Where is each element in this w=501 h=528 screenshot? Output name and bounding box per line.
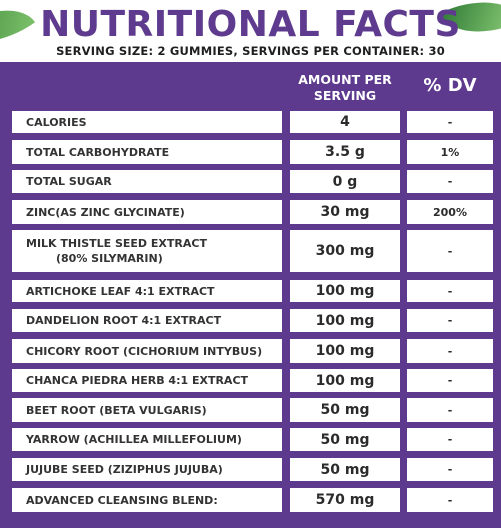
table-row: BEET ROOT (BETA VULGARIS) 50 mg - — [0, 398, 501, 422]
amount-per-serving: 50 mg — [290, 458, 400, 481]
amount-per-serving: 3.5 g — [290, 140, 400, 164]
amount-per-serving: 0 g — [290, 170, 400, 193]
daily-value: - — [407, 280, 493, 302]
amount-per-serving: 100 mg — [290, 309, 400, 332]
nutrient-name: YARROW (ACHILLEA MILLEFOLIUM) — [12, 428, 282, 451]
amount-per-serving: 100 mg — [290, 280, 400, 302]
amount-per-serving-header: AMOUNT PER SERVING — [290, 72, 400, 104]
daily-value: - — [407, 488, 493, 512]
amount-per-serving: 570 mg — [290, 488, 400, 512]
table-row: TOTAL CARBOHYDRATE 3.5 g 1% — [0, 140, 501, 164]
nutrient-name: ZINC(AS ZINC GLYCINATE) — [12, 200, 282, 224]
nutrient-name: CHICORY ROOT (CICHORIUM INTYBUS) — [12, 339, 282, 363]
nutrient-name: BEET ROOT (BETA VULGARIS) — [12, 398, 282, 422]
table-row: MILK THISTLE SEED EXTRACT (80% SILYMARIN… — [0, 230, 501, 272]
table-row: TOTAL SUGAR 0 g - — [0, 170, 501, 193]
nutrient-name: TOTAL SUGAR — [12, 170, 282, 193]
amount-per-serving: 30 mg — [290, 200, 400, 224]
amount-per-serving: 100 mg — [290, 339, 400, 363]
daily-value: - — [407, 339, 493, 363]
amount-per-serving: 100 mg — [290, 369, 400, 392]
nutrient-name: CALORIES — [12, 111, 282, 133]
table-row: JUJUBE SEED (ZIZIPHUS JUJUBA) 50 mg - — [0, 458, 501, 481]
nutrient-name: TOTAL CARBOHYDRATE — [12, 140, 282, 164]
nutrient-name: ARTICHOKE LEAF 4:1 EXTRACT — [12, 280, 282, 302]
daily-value: - — [407, 170, 493, 193]
table-row: CALORIES 4 - — [0, 111, 501, 133]
table-row: DANDELION ROOT 4:1 EXTRACT 100 mg - — [0, 309, 501, 332]
daily-value: - — [407, 369, 493, 392]
nutrient-name-line1: MILK THISTLE SEED EXTRACT — [26, 237, 207, 250]
amount-header-line1: AMOUNT PER — [298, 72, 392, 87]
nutrient-name: DANDELION ROOT 4:1 EXTRACT — [12, 309, 282, 332]
nutrient-name-line2: (80% SILYMARIN) — [56, 252, 163, 265]
table-row: CHANCA PIEDRA HERB 4:1 EXTRACT 100 mg - — [0, 369, 501, 392]
amount-per-serving: 50 mg — [290, 398, 400, 422]
daily-value: 1% — [407, 140, 493, 164]
table-row: ARTICHOKE LEAF 4:1 EXTRACT 100 mg - — [0, 280, 501, 302]
serving-size-subtitle: SERVING SIZE: 2 GUMMIES, SERVINGS PER CO… — [56, 44, 445, 58]
nutrient-name: JUJUBE SEED (ZIZIPHUS JUJUBA) — [12, 458, 282, 481]
daily-value: - — [407, 458, 493, 481]
amount-per-serving: 50 mg — [290, 428, 400, 451]
daily-value: 200% — [407, 200, 493, 224]
nutrient-name: CHANCA PIEDRA HERB 4:1 EXTRACT — [12, 369, 282, 392]
daily-value: - — [407, 398, 493, 422]
daily-value-header: % DV — [423, 75, 477, 96]
amount-per-serving: 4 — [290, 111, 400, 133]
nutrient-name: ADVANCED CLEANSING BLEND: — [12, 488, 282, 512]
amount-per-serving: 300 mg — [290, 230, 400, 272]
page-title: NUTRITIONAL FACTS — [40, 4, 461, 45]
daily-value: - — [407, 309, 493, 332]
table-row: ZINC(AS ZINC GLYCINATE) 30 mg 200% — [0, 200, 501, 224]
table-row: YARROW (ACHILLEA MILLEFOLIUM) 50 mg - — [0, 428, 501, 451]
daily-value: - — [407, 428, 493, 451]
daily-value: - — [407, 230, 493, 272]
table-row: CHICORY ROOT (CICHORIUM INTYBUS) 100 mg … — [0, 339, 501, 363]
daily-value: - — [407, 111, 493, 133]
nutrient-name: MILK THISTLE SEED EXTRACT (80% SILYMARIN… — [12, 230, 282, 272]
table-row: ADVANCED CLEANSING BLEND: 570 mg - — [0, 488, 501, 512]
amount-header-line2: SERVING — [313, 88, 377, 103]
